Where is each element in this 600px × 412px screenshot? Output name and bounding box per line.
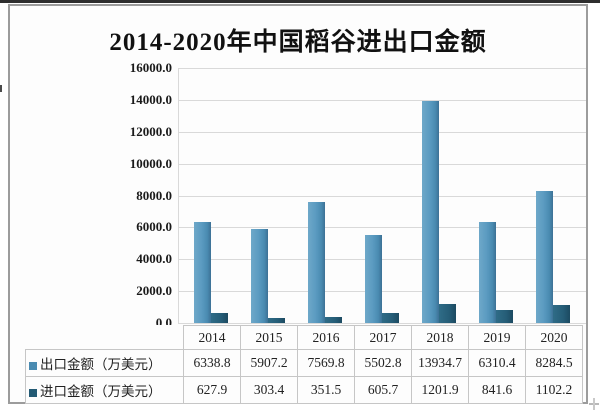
bar-出口金额（万美元）-2017 [364,235,382,323]
y-axis-tick-label: 12000.0 [129,123,172,139]
y-axis-tick-label: 16000.0 [129,60,172,75]
y-axis-tick-label: 4000.0 [136,251,172,267]
y-axis-line [178,68,179,323]
value-cell: 841.6 [468,376,526,404]
y-axis-tick-label: 10000.0 [129,155,172,171]
bar-进口金额（万美元）-2018 [438,304,456,323]
value-cell: 627.9 [183,376,241,404]
gridline [178,323,586,324]
value-cell: 8284.5 [525,349,583,377]
y-axis-tick-label: 8000.0 [136,187,172,203]
gridline [178,163,586,165]
y-axis-tick-label: 14000.0 [129,91,172,107]
value-cell: 5907.2 [240,349,298,377]
bar-出口金额（万美元）-2014 [193,222,211,323]
bar-进口金额（万美元）-2017 [381,313,399,323]
bar-进口金额（万美元）-2020 [552,305,570,323]
bar-出口金额（万美元）-2018 [421,101,439,323]
bar-出口金额（万美元）-2015 [250,229,268,323]
table-corner-cell [26,326,184,350]
year-header-cell: 2016 [297,325,355,350]
data-table: 2014 2015 2016 2017 2018 2019 2020 出口金额（万美元） 633… [25,325,583,404]
bar-进口金额（万美元）-2016 [324,317,342,323]
chart-title: 2014-2020年中国稻谷进出口金额 [109,29,487,56]
gridline [178,195,586,197]
y-axis-tick-label: 2000.0 [136,283,172,299]
value-cell: 5502.8 [354,349,412,377]
edge-artifact [0,85,2,92]
value-cell: 13934.7 [411,349,469,377]
value-cell: 351.5 [297,376,355,404]
year-header-cell: 2014 [183,325,241,350]
value-cell: 1201.9 [411,376,469,404]
value-cell: 7569.8 [297,349,355,377]
value-cell: 6338.8 [183,349,241,377]
bar-进口金额（万美元）-2019 [495,310,513,323]
year-header-cell: 2019 [468,325,526,350]
year-header-cell: 2018 [411,325,469,350]
gridline [178,291,586,293]
value-cell: 303.4 [240,376,298,404]
series-legend-label: 出口金额（万美元） [25,349,184,377]
bar-进口金额（万美元）-2014 [210,313,228,323]
year-header-cell: 2017 [354,325,412,350]
y-axis-tick-label: 6000.0 [136,219,172,235]
bar-出口金额（万美元）-2019 [478,222,496,323]
gridline [178,227,586,229]
top-strip [0,0,600,3]
gridline [178,68,586,69]
year-header-cell: 2020 [525,325,583,350]
series-legend-label: 进口金额（万美元） [25,376,184,404]
value-cell: 1102.2 [525,376,583,404]
table-row: 出口金额（万美元） 6338.8 5907.2 7569.8 5502.8 13934.7… [25,349,583,377]
value-cell: 605.7 [354,376,412,404]
corner-artifact [589,398,599,410]
bar-进口金额（万美元）-2015 [267,318,285,323]
gridline [178,131,586,133]
table-row: 进口金额（万美元） 627.9 303.4 351.5 605.7 1201.9 841.6… [25,376,583,404]
legend-swatch-icon [29,362,37,370]
value-cell: 6310.4 [468,349,526,377]
table-year-row: 2014 2015 2016 2017 2018 2019 2020 [26,325,583,350]
gridline [178,99,586,101]
bar-出口金额（万美元）-2016 [307,202,325,323]
bar-出口金额（万美元）-2020 [535,191,553,323]
gridline [178,259,586,261]
year-header-cell: 2015 [240,325,298,350]
legend-swatch-icon [29,389,37,397]
